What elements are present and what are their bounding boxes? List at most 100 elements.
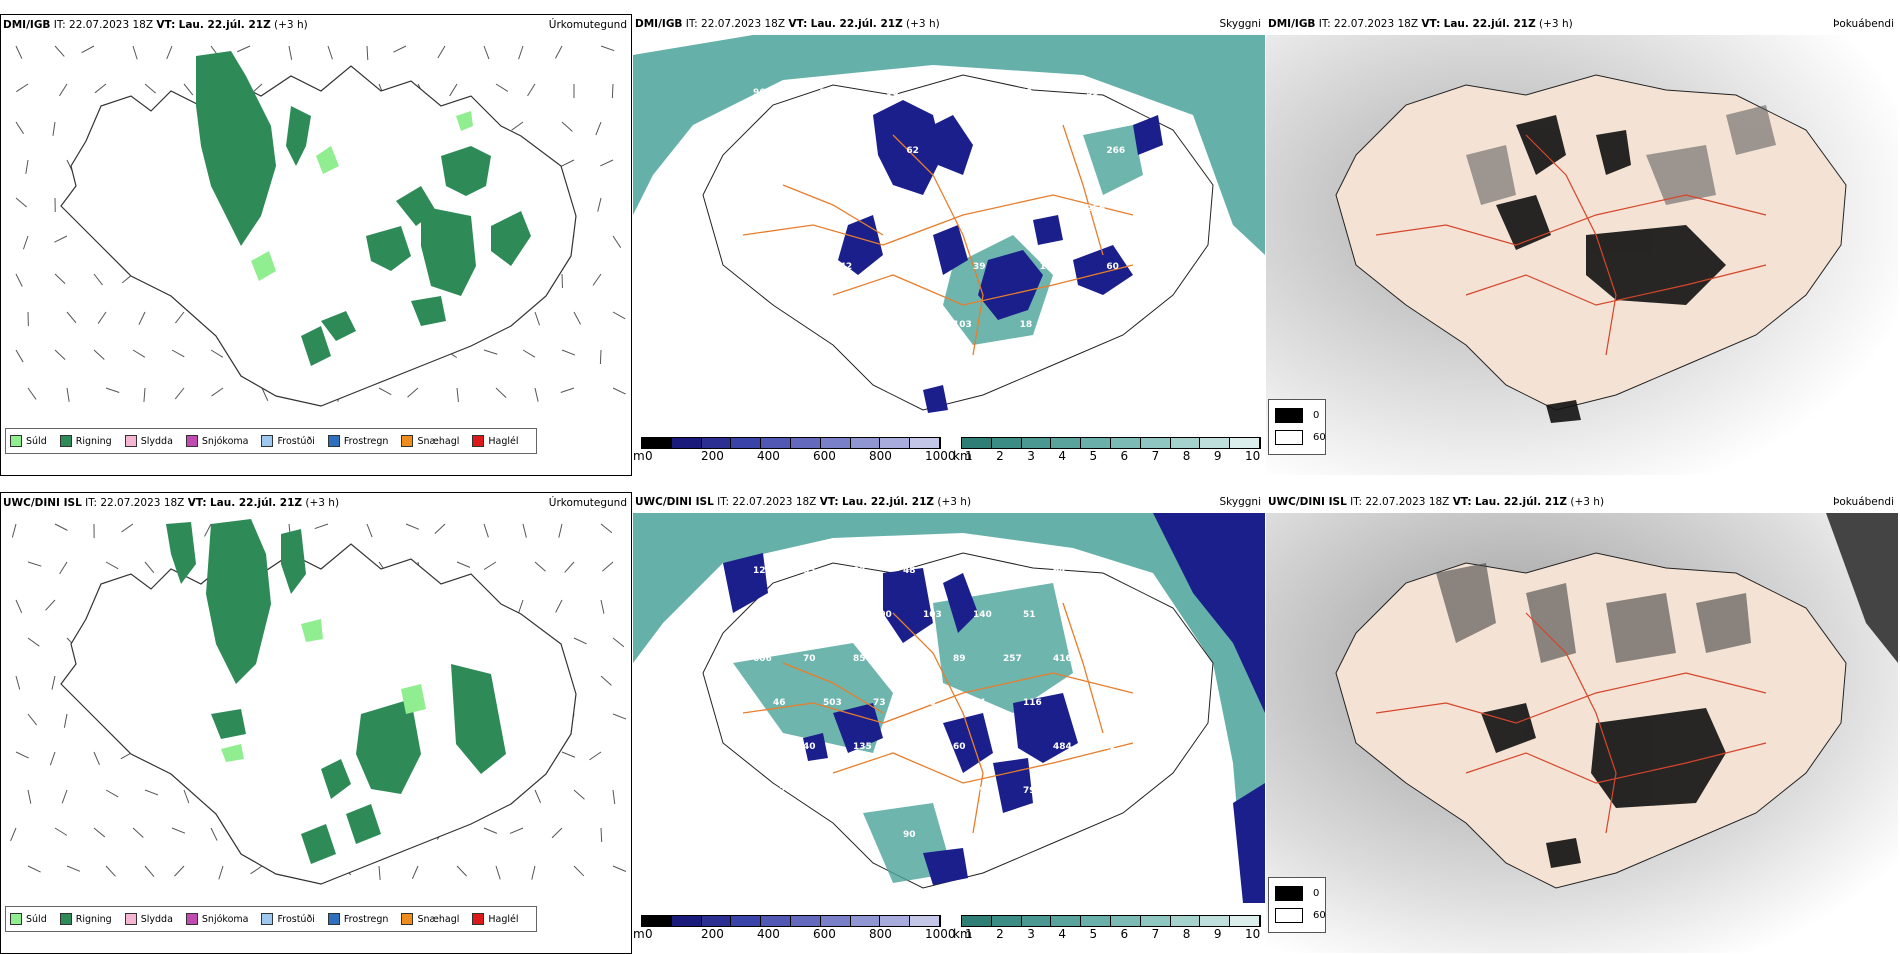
wind-barb [562, 122, 572, 131]
colorbar-swatch [1171, 438, 1201, 448]
wind-barb [535, 562, 546, 571]
wind-barb [16, 752, 29, 758]
wind-barb [412, 866, 418, 879]
wind-barb [16, 46, 22, 59]
colorbar-swatch [851, 438, 881, 448]
colorbar-swatch [761, 916, 791, 926]
wind-barb [512, 122, 523, 130]
visibility-value: 70 [803, 654, 816, 664]
visibility-value: 100 [873, 610, 892, 620]
wind-barb [552, 828, 562, 838]
wind-barb [145, 790, 158, 795]
precip-type-panel-top: DMI/IGB IT: 22.07.2023 18Z VT: Lau. 22.j… [0, 14, 632, 476]
wind-barb [612, 84, 613, 98]
visibility-value: 375 [1073, 610, 1092, 620]
wind-barb [23, 236, 28, 249]
wind-barb [435, 524, 445, 534]
wind-barb [496, 388, 506, 398]
wind-barb [184, 790, 189, 803]
colorbar-tick: 0 [645, 449, 653, 463]
colorbar-swatch [880, 916, 910, 926]
panel-header: UWC/DINI ISL IT: 22.07.2023 18Z VT: Lau.… [3, 497, 339, 509]
wind-barb [559, 524, 562, 538]
colorbar-swatch [821, 916, 851, 926]
visibility-value: 103 [953, 320, 972, 330]
wind-barb [367, 524, 372, 537]
wind-barb [379, 388, 391, 395]
legend-item-rigning: Rigning [60, 435, 112, 447]
legend-item-snjokoma: Snjókoma [186, 435, 249, 447]
wind-barb [562, 752, 575, 757]
wind-barb [328, 46, 332, 59]
wind-barb [556, 600, 562, 612]
panel-title: Úrkomutegund [549, 19, 627, 31]
colorbar-tick: 400 [757, 449, 780, 463]
legend-label: Súld [26, 436, 47, 447]
wind-barb [64, 714, 67, 728]
wind-barb [523, 524, 526, 538]
visibility-value: 606 [753, 654, 772, 664]
wind-barb [16, 84, 28, 92]
colorbar-tick: 4 [1058, 927, 1066, 941]
wind-barb [16, 122, 24, 134]
wind-barb [367, 46, 368, 60]
wind-barb [184, 84, 193, 95]
colorbar-tick: 800 [869, 927, 892, 941]
legend-label: Haglél [488, 914, 518, 925]
wind-barb [438, 46, 445, 58]
wind-barb [613, 236, 621, 248]
fog-index-panel-top: DMI/IGB IT: 22.07.2023 18Z VT: Lau. 22.j… [1266, 14, 1898, 476]
wind-barb [484, 828, 497, 833]
visibility-value: 55 [753, 742, 766, 752]
wind-barb [133, 350, 145, 357]
wind-barb [589, 752, 601, 760]
visibility-value: 515 [753, 204, 772, 214]
colorbar-swatch [731, 438, 761, 448]
wind-barb [59, 84, 67, 96]
colorbar-swatch [1022, 916, 1052, 926]
colorbar-tick: 10 [1245, 449, 1260, 463]
legend-item-haglel: Haglél [472, 913, 518, 925]
visibility-value: 120 [1123, 786, 1142, 796]
wind-barb [532, 866, 535, 880]
visibility-value: 44 [973, 698, 986, 708]
visibility-value: 115 [773, 146, 792, 156]
wind-barb [26, 160, 28, 174]
colorbar-swatch [1051, 438, 1081, 448]
legend-item-slydda: Slydda [125, 435, 173, 447]
colorbar-tick: 1 [965, 449, 973, 463]
visibility-value: 103 [923, 610, 942, 620]
colorbar-tick: 400 [757, 927, 780, 941]
visibility-value: 60 [1106, 262, 1119, 272]
visibility-value: 416 [1053, 654, 1072, 664]
colorbar-tick: 3 [1027, 927, 1035, 941]
visibility-value: 125 [753, 566, 772, 576]
wind-barb [16, 274, 22, 287]
wind-barb [574, 312, 581, 324]
legend-item-haglel: Haglél [472, 435, 518, 447]
wind-barb [211, 350, 223, 357]
legend-label: Snæhagl [417, 914, 459, 925]
wind-barb [519, 600, 523, 613]
colorbar-strip [961, 437, 1261, 449]
wind-barb [601, 524, 612, 533]
legend-swatch [125, 435, 137, 447]
wind-barb [562, 350, 575, 355]
colorbar-tick: 6 [1121, 449, 1129, 463]
legend-label: Frostregn [344, 436, 389, 447]
legend-swatch [186, 913, 198, 925]
visibility-value: 34 [1073, 786, 1086, 796]
legend-label: Haglél [488, 436, 518, 447]
colorbar-tick: 800 [869, 449, 892, 463]
wind-barb [145, 562, 154, 573]
wind-barb [457, 866, 467, 876]
legend-swatch [328, 435, 340, 447]
legend-label: Frostúði [277, 914, 314, 925]
wind-barb [250, 866, 262, 874]
legend-swatch [186, 435, 198, 447]
visibility-value: 31 [1103, 566, 1116, 576]
wind-barb [484, 46, 489, 59]
wind-barb [46, 600, 55, 610]
visibility-value: 90 [903, 830, 916, 840]
